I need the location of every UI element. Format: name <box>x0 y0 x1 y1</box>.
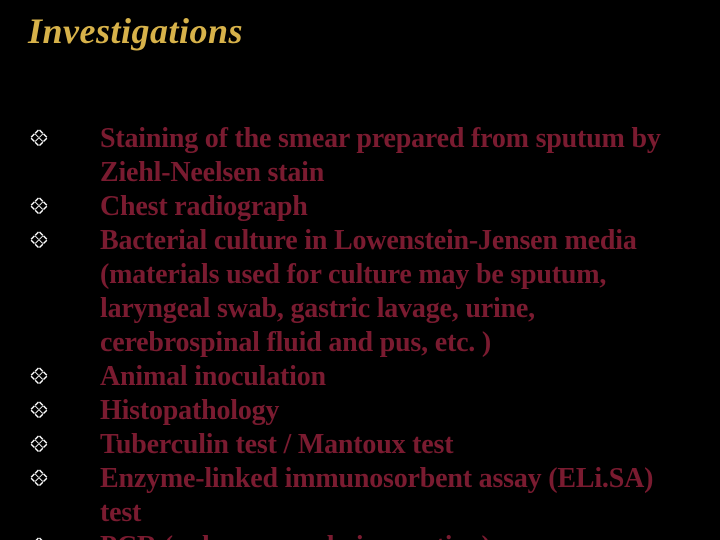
slide: Investigations ❖Staining of the smear pr… <box>0 0 720 540</box>
list-item-text: Enzyme-linked immunosorbent assay (ELi.S… <box>100 462 692 530</box>
list-item: ❖Enzyme-linked immunosorbent assay (ELi.… <box>28 462 692 530</box>
list-item: ❖Animal inoculation <box>28 360 692 394</box>
diamond-bullet-icon: ❖ <box>28 394 100 428</box>
bullet-list: ❖Staining of the smear prepared from spu… <box>28 122 692 540</box>
diamond-bullet-icon: ❖ <box>28 360 100 394</box>
list-item: ❖Tuberculin test / Mantoux test <box>28 428 692 462</box>
diamond-bullet-icon: ❖ <box>28 462 100 496</box>
list-item: ❖Bacterial culture in Lowenstein-Jensen … <box>28 224 692 360</box>
list-item: ❖PCR (polymerase chain reaction) <box>28 530 692 540</box>
list-item-text: Histopathology <box>100 394 692 428</box>
diamond-bullet-icon: ❖ <box>28 122 100 156</box>
diamond-bullet-icon: ❖ <box>28 428 100 462</box>
diamond-bullet-icon: ❖ <box>28 530 100 540</box>
slide-title: Investigations <box>28 10 692 52</box>
list-item-text: Staining of the smear prepared from sput… <box>100 122 692 190</box>
diamond-bullet-icon: ❖ <box>28 190 100 224</box>
list-item: ❖Histopathology <box>28 394 692 428</box>
list-item: ❖Chest radiograph <box>28 190 692 224</box>
diamond-bullet-icon: ❖ <box>28 224 100 258</box>
list-item-text: Tuberculin test / Mantoux test <box>100 428 692 462</box>
list-item: ❖Staining of the smear prepared from spu… <box>28 122 692 190</box>
list-item-text: Bacterial culture in Lowenstein-Jensen m… <box>100 224 692 360</box>
list-item-text: Animal inoculation <box>100 360 692 394</box>
list-item-text: PCR (polymerase chain reaction) <box>100 530 692 540</box>
list-item-text: Chest radiograph <box>100 190 692 224</box>
